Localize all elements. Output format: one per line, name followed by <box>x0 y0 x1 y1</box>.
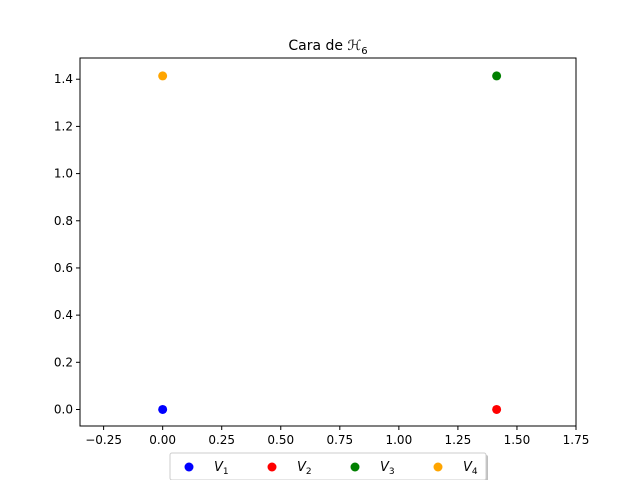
x-tick-label: 1.00 <box>385 433 412 447</box>
chart-title: Cara de ℋ6 <box>288 38 367 57</box>
x-tick-label: 0.25 <box>208 433 235 447</box>
y-tick-label: 0.2 <box>54 355 73 369</box>
legend-label-v2: V2 <box>297 460 312 477</box>
x-tick-label: 1.50 <box>504 433 531 447</box>
y-tick-label: 1.4 <box>54 72 73 86</box>
legend-box <box>169 452 487 480</box>
y-tick-label: 0.0 <box>54 402 73 416</box>
x-tick-label: 0.50 <box>267 433 294 447</box>
x-tick-label: 1.25 <box>445 433 472 447</box>
data-points <box>158 71 502 414</box>
x-tick-label: −0.25 <box>85 433 122 447</box>
plot-frame <box>79 57 577 427</box>
legend-label-v4: V4 <box>463 460 478 477</box>
data-point-v4 <box>158 71 168 81</box>
legend-marker-v3 <box>350 462 360 472</box>
x-tick-label: 0.00 <box>149 433 176 447</box>
y-tick-label: 1.2 <box>54 119 73 133</box>
legend: V1 V2 V3 V4 <box>169 452 488 480</box>
chart-title-subscript: 6 <box>361 46 367 57</box>
y-tick-label: 1.0 <box>54 167 73 181</box>
data-point-v1 <box>158 404 168 414</box>
data-point-v2 <box>492 404 502 414</box>
y-tick-label: 0.6 <box>54 261 73 275</box>
chart-title-main: Cara de ℋ <box>288 38 361 54</box>
y-tick-label: 0.4 <box>54 308 73 322</box>
legend-label-v1: V1 <box>214 460 229 477</box>
x-tick-label: 1.75 <box>563 433 590 447</box>
legend-marker-v1 <box>184 462 194 472</box>
data-point-v3 <box>492 71 502 81</box>
legend-label-v3: V3 <box>380 460 395 477</box>
x-tick-label: 0.75 <box>326 433 353 447</box>
y-tick-label: 0.8 <box>54 214 73 228</box>
legend-marker-v2 <box>267 462 277 472</box>
axis-ticks: −0.25 0.00 0.25 0.50 0.75 1.00 1.25 1.50 1.75 0.0… <box>54 72 589 447</box>
legend-marker-v4 <box>433 462 443 472</box>
